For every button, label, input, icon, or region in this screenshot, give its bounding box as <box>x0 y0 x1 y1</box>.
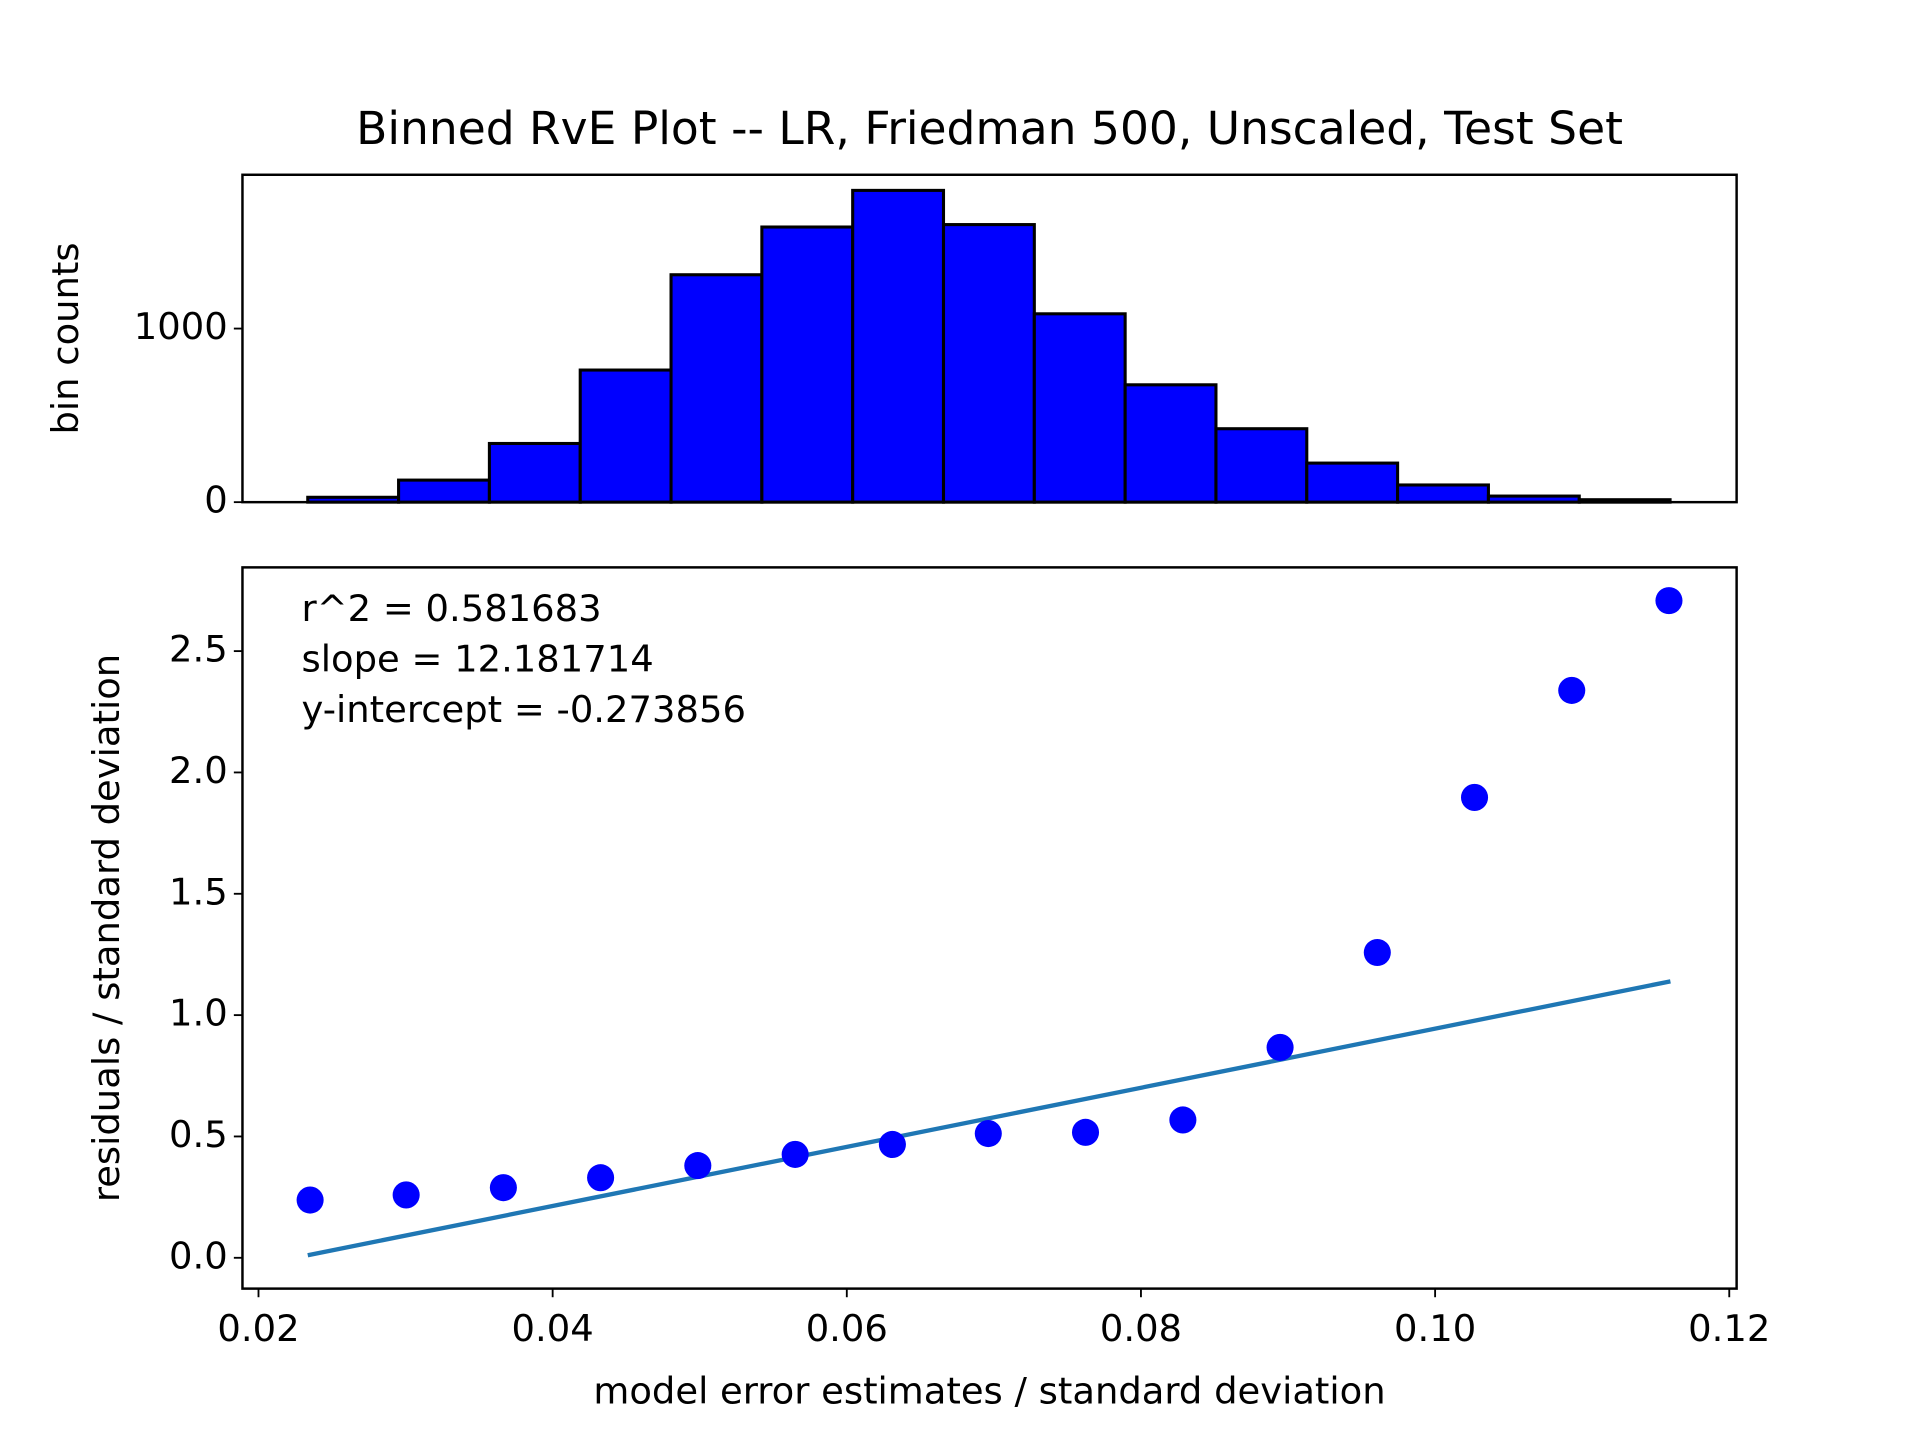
histogram-bar <box>941 223 1036 504</box>
scatter-point <box>489 1174 517 1202</box>
y-tick-label: 0.5 <box>169 1113 228 1156</box>
y-axis-label: bin counts <box>44 242 87 434</box>
scatter-point <box>1266 1033 1294 1061</box>
scatter-point <box>1655 587 1683 615</box>
y-tick-label: 1.0 <box>169 992 228 1035</box>
histogram-bar <box>487 441 582 504</box>
y-tick-label: 0 <box>204 479 227 522</box>
axes-frame <box>241 566 1738 1290</box>
histogram-bar <box>1214 427 1309 504</box>
y-tick-label: 1.5 <box>169 870 228 913</box>
scatter-point <box>1558 676 1586 704</box>
scatter-point <box>878 1130 906 1159</box>
scatter-point <box>974 1120 1002 1148</box>
scatter-point <box>296 1186 324 1214</box>
histogram-bar <box>1396 483 1490 504</box>
histogram-bar <box>669 273 764 504</box>
annotation: slope = 12.181714 <box>302 637 654 680</box>
x-axis-label: model error estimates / standard deviati… <box>593 1370 1385 1413</box>
scatter-point <box>587 1164 615 1192</box>
histogram-bar <box>1032 312 1127 504</box>
x-tick-label: 0.04 <box>512 1307 594 1350</box>
fit-line <box>307 979 1671 1258</box>
scatter-point <box>781 1140 809 1168</box>
histogram-bar <box>397 478 491 504</box>
scatter-point <box>1460 783 1489 811</box>
histogram-bar <box>851 188 946 504</box>
scatter-point <box>684 1152 712 1180</box>
x-tick-label: 0.02 <box>217 1307 299 1350</box>
histogram-bar <box>1305 461 1400 504</box>
y-tick-label: 2.5 <box>169 628 228 671</box>
scatter-point <box>1169 1106 1197 1134</box>
x-tick-label: 0.12 <box>1688 1307 1770 1350</box>
chart-title: Binned RvE Plot -- LR, Friedman 500, Uns… <box>356 102 1623 155</box>
scatter-point <box>392 1181 420 1209</box>
y-tick-label: 2.0 <box>169 749 228 792</box>
scatter-point <box>1363 938 1391 967</box>
histogram-bar <box>1123 383 1218 504</box>
scatter-point <box>1071 1118 1100 1146</box>
histogram-bar <box>760 225 855 504</box>
x-tick-label: 0.08 <box>1100 1307 1182 1350</box>
annotation: r^2 = 0.581683 <box>302 587 602 630</box>
x-tick-label: 0.06 <box>806 1307 888 1350</box>
annotation: y-intercept = -0.273856 <box>302 688 746 731</box>
histogram-bar <box>578 368 673 504</box>
axes-frame <box>241 173 1738 504</box>
y-axis-label: residuals / standard deviation <box>85 654 128 1202</box>
x-tick-label: 0.10 <box>1394 1307 1476 1350</box>
y-tick-label: 0.0 <box>169 1234 228 1277</box>
y-tick-label: 1000 <box>134 305 228 348</box>
